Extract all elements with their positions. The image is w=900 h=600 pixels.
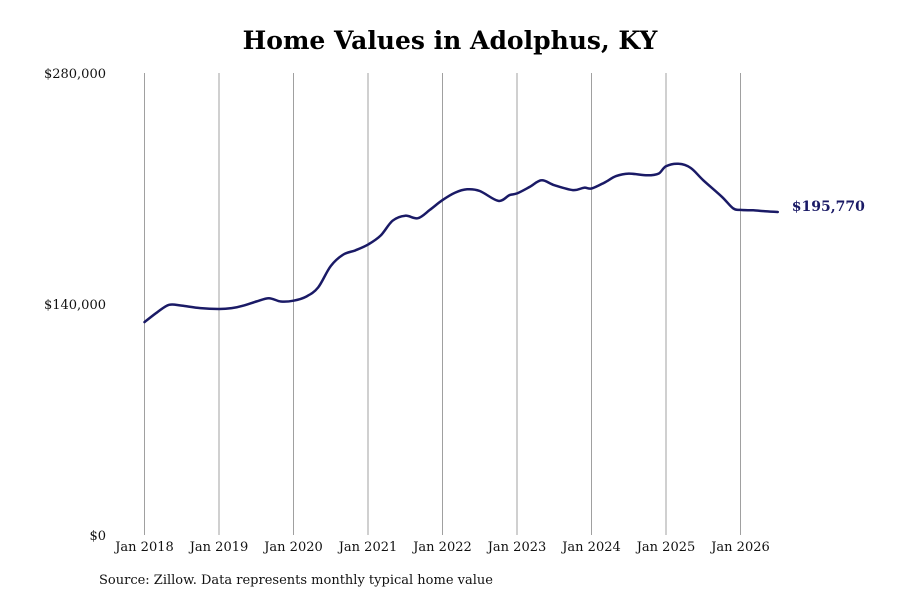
x-tick-label: Jan 2025 [635, 540, 696, 555]
source-note: Source: Zillow. Data represents monthly … [99, 573, 493, 588]
x-axis-ticks: Jan 2018 Jan 2019 Jan 2020 Jan 2021 Jan 2022… [113, 540, 770, 555]
end-value-label: $195,770 [792, 199, 865, 215]
y-tick-label: $0 [89, 529, 106, 544]
y-tick-label: $140,000 [44, 298, 106, 313]
x-tick-label: Jan 2018 [113, 540, 174, 555]
gridlines [144, 73, 741, 535]
series-line [143, 162, 780, 324]
x-tick-label: Jan 2021 [337, 540, 398, 555]
x-tick-label: Jan 2020 [262, 540, 323, 555]
y-tick-label: $280,000 [44, 67, 106, 82]
x-tick-label: Jan 2023 [486, 540, 547, 555]
x-tick-label: Jan 2026 [709, 540, 770, 555]
x-tick-label: Jan 2019 [188, 540, 249, 555]
chart-title: Home Values in Adolphus, KY [242, 26, 658, 55]
x-tick-label: Jan 2022 [411, 540, 472, 555]
x-tick-label: Jan 2024 [560, 540, 621, 555]
y-axis-ticks: $0 $140,000 $280,000 [44, 67, 106, 544]
